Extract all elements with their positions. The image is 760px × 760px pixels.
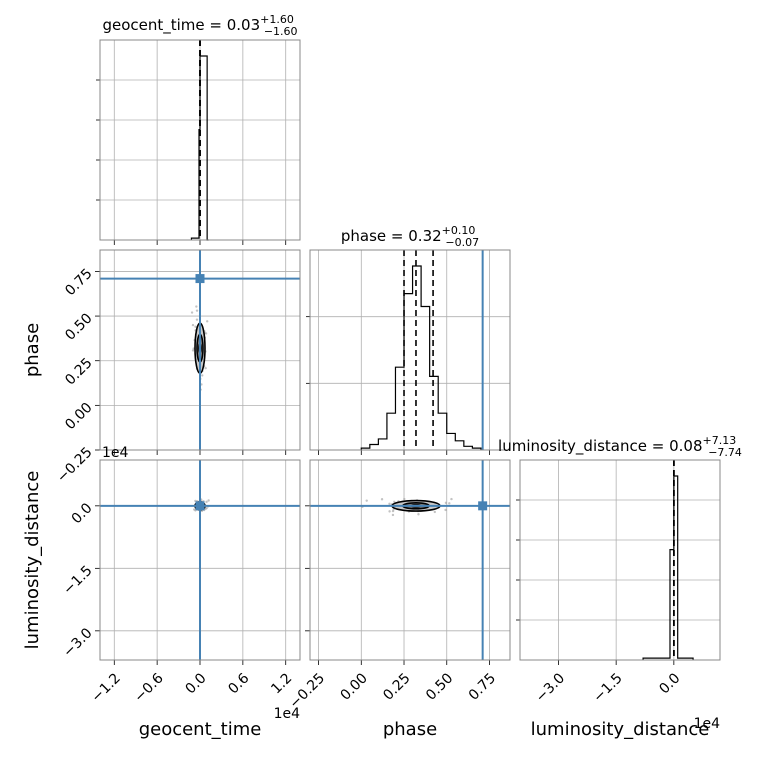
geocent-time-hist-bars <box>190 55 209 241</box>
phase-vs-geocent-time-sample-3 <box>195 318 199 321</box>
y-axis-label-phase: phase <box>22 323 43 377</box>
luminosity-distance-vs-geocent-time-sample-52 <box>205 500 208 504</box>
phase-vs-geocent-time-ytick-label-3: 0.50 <box>62 310 95 343</box>
luminosity-distance-vs-phase-sample-17 <box>388 510 391 513</box>
luminosity-distance-vs-phase-sample-57 <box>448 502 451 505</box>
phase-vs-geocent-time-panel: −0.25 0.00 0.25 0.50 0.75 <box>54 250 300 486</box>
luminosity-distance-vs-phase-sample-51 <box>393 500 396 503</box>
phase-vs-geocent-time-frame <box>99 249 301 451</box>
luminosity-distance-vs-phase-sample-26 <box>403 497 406 501</box>
phase-vs-geocent-time-sample-16 <box>191 323 195 327</box>
plot-layer: geocent_time = 0.03+1.60 −1.60 phase = 0.3… <box>22 13 742 740</box>
geocent-time-hist-panel: geocent_time = 0.03+1.60 −1.60 <box>96 13 300 245</box>
luminosity-distance-vs-geocent-time-panel: −1.2 −0.6 0.0 0.6 1.2 −3.0 −1.5 0.0 <box>60 460 300 706</box>
luminosity-distance-vs-phase-xtick-label-3: 0.50 <box>423 670 456 703</box>
luminosity-distance-vs-phase-sample-32 <box>380 498 384 501</box>
luminosity-distance-y-offset-text: 1e4 <box>102 445 129 461</box>
phase-vs-geocent-time-sample-65 <box>204 366 207 370</box>
luminosity-distance-vs-geocent-time-xtick-label-1: −0.6 <box>131 670 166 705</box>
geocent-time-offset-text: 1e4 <box>274 706 301 722</box>
luminosity-distance-vs-phase-xtick-label-1: 0.00 <box>338 670 371 703</box>
luminosity-distance-vs-geocent-time-ytick-label-2: 0.0 <box>69 500 96 527</box>
luminosity-distance-vs-phase-sample-12 <box>391 513 395 517</box>
phase-hist-panel: phase = 0.32+0.10 −0.07 <box>306 224 510 455</box>
luminosity-distance-title: luminosity_distance = 0.08+7.13 −7.74 <box>498 434 742 459</box>
luminosity-distance-vs-geocent-time-truth-marker <box>195 501 205 511</box>
luminosity-distance-hist-xtick-label-0: −3.0 <box>533 670 568 705</box>
luminosity-distance-x-offset-text: 1e4 <box>694 716 721 732</box>
luminosity-distance-vs-phase-sample-65 <box>417 513 420 516</box>
luminosity-distance-vs-geocent-time-sample-65 <box>193 508 196 511</box>
luminosity-distance-vs-phase-frame <box>309 459 511 661</box>
luminosity-distance-vs-phase-panel: −0.25 0.00 0.25 0.50 0.75 <box>287 460 510 712</box>
phase-vs-geocent-time-sample-11 <box>195 305 198 308</box>
geocent-time-hist-frame <box>99 39 301 241</box>
luminosity-distance-vs-phase-sample-55 <box>388 502 391 506</box>
luminosity-distance-vs-phase-sample-35 <box>444 508 447 512</box>
luminosity-distance-vs-geocent-time-frame <box>99 459 301 661</box>
phase-vs-geocent-time-sample-66 <box>204 332 208 335</box>
phase-vs-geocent-time-sample-63 <box>191 349 195 352</box>
phase-vs-geocent-time-truth-marker <box>195 274 205 284</box>
phase-vs-geocent-time-sample-9 <box>201 374 204 377</box>
phase-vs-geocent-time-ytick-label-2: 0.25 <box>62 355 95 388</box>
phase-vs-geocent-time-ytick-label-0: −0.25 <box>54 444 96 486</box>
luminosity-distance-vs-geocent-time-xtick-label-0: −1.2 <box>89 670 124 705</box>
phase-title: phase = 0.32+0.10 −0.07 <box>341 224 479 249</box>
luminosity-distance-vs-phase-xtick-label-2: 0.25 <box>380 670 413 703</box>
luminosity-distance-vs-phase-truth-marker <box>478 501 488 511</box>
luminosity-distance-vs-geocent-time-sample-20 <box>207 499 210 502</box>
luminosity-distance-vs-geocent-time-xtick-label-4: 1.2 <box>268 670 295 697</box>
luminosity-distance-vs-geocent-time-xtick-label-2: 0.0 <box>183 670 210 697</box>
x-axis-label-luminosity-distance: luminosity_distance <box>531 719 710 740</box>
phase-vs-geocent-time-sample-54 <box>206 320 209 323</box>
phase-vs-geocent-time-ytick-label-1: 0.00 <box>62 400 95 433</box>
luminosity-distance-vs-phase-sample-54 <box>450 497 453 501</box>
phase-vs-geocent-time-sample-27 <box>194 325 197 328</box>
x-axis-label-phase: phase <box>383 719 437 740</box>
luminosity-distance-vs-phase-xtick-label-4: 0.75 <box>466 670 499 703</box>
phase-vs-geocent-time-ytick-label-4: 0.75 <box>62 266 95 299</box>
phase-vs-geocent-time-sample-37 <box>195 309 199 312</box>
luminosity-distance-hist-xtick-label-1: −1.5 <box>590 670 625 705</box>
luminosity-distance-hist-bars <box>642 475 694 660</box>
phase-vs-geocent-time-sample-60 <box>190 311 194 314</box>
luminosity-distance-vs-geocent-time-ytick-label-1: −1.5 <box>60 563 95 598</box>
luminosity-distance-vs-phase-sample-44 <box>365 499 368 502</box>
luminosity-distance-hist-frame <box>519 459 721 661</box>
luminosity-distance-vs-geocent-time-xtick-label-3: 0.6 <box>225 670 252 697</box>
luminosity-distance-hist-panel: −3.0 −1.5 0.0 luminosity_distance = 0.08+7.… <box>498 434 742 706</box>
luminosity-distance-vs-phase-sample-25 <box>433 510 437 514</box>
luminosity-distance-hist-xtick-label-2: 0.0 <box>656 670 683 697</box>
geocent-time-title: geocent_time = 0.03+1.60 −1.60 <box>102 13 297 38</box>
luminosity-distance-vs-geocent-time-ytick-label-0: −3.0 <box>60 625 95 660</box>
luminosity-distance-vs-phase-sample-49 <box>444 501 448 505</box>
phase-hist-frame <box>309 249 511 451</box>
phase-hist-bars <box>360 265 482 450</box>
y-axis-label-luminosity-distance: luminosity_distance <box>22 471 43 650</box>
x-axis-label-geocent-time: geocent_time <box>139 719 262 740</box>
